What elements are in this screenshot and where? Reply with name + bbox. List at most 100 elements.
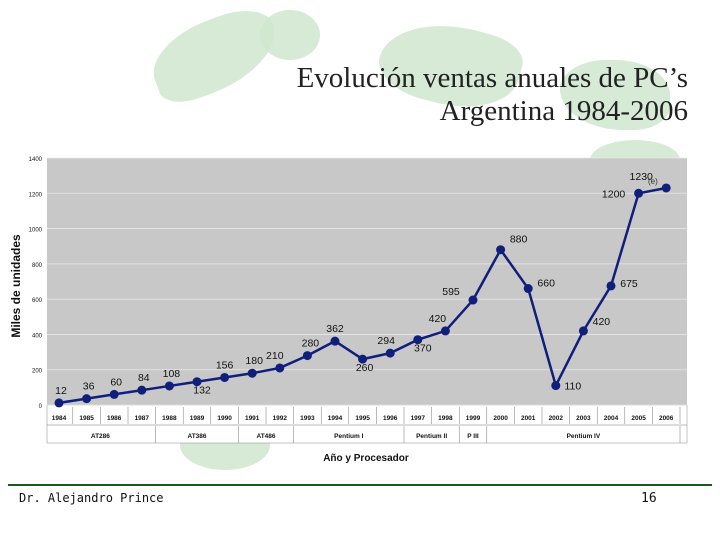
- processor-label: AT486: [256, 433, 275, 440]
- data-label: 210: [266, 350, 284, 362]
- footer-author: Dr. Alejandro Prince: [19, 491, 164, 505]
- title-line-2: Argentina 1984-2006: [439, 95, 688, 127]
- data-point: [192, 377, 202, 387]
- x-tick-label: 1984: [52, 415, 67, 422]
- data-point: [164, 381, 174, 391]
- data-label: 880: [510, 234, 528, 246]
- data-point: [330, 336, 340, 346]
- title-line-1: Evolución ventas anuales de PC’s: [296, 62, 688, 94]
- y-tick-label: 800: [32, 263, 43, 269]
- y-tick-label: 0: [39, 404, 43, 410]
- processor-label: AT286: [91, 433, 110, 440]
- data-point: [302, 351, 312, 361]
- y-axis-label: Miles de unidades: [9, 234, 23, 338]
- data-label: 110: [564, 381, 581, 393]
- processor-label: Pentium I: [334, 433, 363, 440]
- y-tick-label: 1200: [29, 192, 43, 198]
- estimate-note: (e): [648, 177, 658, 186]
- processor-label: Pentium II: [416, 433, 447, 440]
- processor-label: AT386: [187, 433, 206, 440]
- x-tick-label: 2004: [604, 415, 619, 422]
- data-label: 1230: [630, 171, 654, 183]
- processor-label: P III: [467, 433, 479, 440]
- footer-divider: [8, 484, 712, 486]
- y-tick-label: 400: [32, 333, 43, 339]
- data-point: [496, 245, 506, 255]
- x-tick-label: 1985: [79, 415, 94, 422]
- data-label: 12: [55, 385, 67, 397]
- data-label: 260: [356, 362, 374, 374]
- y-tick-label: 1000: [29, 228, 43, 234]
- y-axis: 0 200 400 600 800 1000 1200 1400: [29, 157, 43, 410]
- data-label: 1200: [602, 188, 626, 200]
- x-tick-label: 1987: [135, 415, 150, 422]
- x-tick-label: 1990: [217, 415, 232, 422]
- data-label: 132: [193, 385, 211, 397]
- slide-title: Evolución ventas anuales de PC’s Argenti…: [200, 62, 688, 128]
- y-tick-label: 200: [32, 369, 43, 375]
- data-labels: 12 36 60 84 108 132 156 180 210 280 362 260 294 370 42…: [55, 171, 653, 397]
- data-label: 362: [326, 323, 344, 335]
- x-tick-label: 2002: [549, 415, 564, 422]
- x-tick-label: 1994: [328, 415, 343, 422]
- x-tick-label: 1996: [383, 415, 398, 422]
- data-label: 180: [245, 355, 263, 367]
- data-point: [137, 385, 147, 395]
- x-tick-label: 1992: [273, 415, 288, 422]
- data-point: [578, 326, 588, 336]
- data-label: 156: [216, 359, 234, 371]
- data-label: 675: [620, 278, 638, 290]
- x-tick-label: 1986: [107, 415, 122, 422]
- plot-area: [47, 158, 687, 405]
- data-label: 420: [593, 316, 611, 328]
- processor-label: Pentium IV: [567, 433, 601, 440]
- x-axis-label: Año y Procesador: [323, 453, 409, 464]
- x-tick-label: 1989: [190, 415, 205, 422]
- x-tick-label: 1993: [300, 415, 315, 422]
- data-point: [606, 281, 616, 291]
- y-tick-label: 1400: [29, 157, 43, 163]
- data-point: [661, 183, 671, 193]
- x-tick-label: 2006: [659, 415, 674, 422]
- x-tick-label: 2003: [576, 415, 591, 422]
- data-point: [440, 326, 450, 336]
- data-point: [634, 188, 644, 198]
- x-tick-label: 1998: [438, 415, 453, 422]
- data-point: [413, 335, 423, 345]
- x-tick-label: 1991: [245, 415, 260, 422]
- data-point: [109, 389, 119, 399]
- data-point: [468, 295, 478, 305]
- data-label: 595: [442, 286, 460, 298]
- x-tick-label: 2001: [521, 415, 536, 422]
- data-point: [551, 381, 561, 391]
- data-point: [82, 394, 92, 404]
- data-points: [54, 183, 671, 408]
- x-tick-label: 1988: [162, 415, 177, 422]
- x-tick-label: 1999: [466, 415, 481, 422]
- data-point: [358, 354, 368, 364]
- data-label: 294: [377, 335, 395, 347]
- data-point: [523, 284, 533, 294]
- x-tick-label: 1995: [355, 415, 370, 422]
- axis-strip: [46, 404, 688, 444]
- data-label: 84: [138, 372, 150, 384]
- x-tick-label: 1997: [411, 415, 426, 422]
- data-label: 370: [414, 343, 432, 355]
- data-label: 420: [429, 313, 447, 325]
- data-point: [54, 398, 64, 408]
- grid-lines: [47, 157, 687, 406]
- data-label: 108: [163, 368, 181, 380]
- data-point: [220, 372, 230, 382]
- x-axis: 1984 1985 1986 1987 1988 1989 1990 1991 1992 1993…: [52, 407, 681, 424]
- background-leaf: [260, 10, 320, 60]
- y-tick-label: 600: [32, 298, 43, 304]
- page-number: 16: [641, 491, 657, 506]
- data-label: 36: [83, 381, 95, 393]
- data-label: 660: [537, 278, 555, 290]
- x-tick-label: 2000: [493, 415, 508, 422]
- data-point: [247, 368, 257, 378]
- processor-labels: AT286 AT386 AT486 Pentium I Pentium II P III P…: [47, 424, 687, 443]
- data-label: 280: [302, 338, 320, 350]
- x-tick-label: 2005: [631, 415, 646, 422]
